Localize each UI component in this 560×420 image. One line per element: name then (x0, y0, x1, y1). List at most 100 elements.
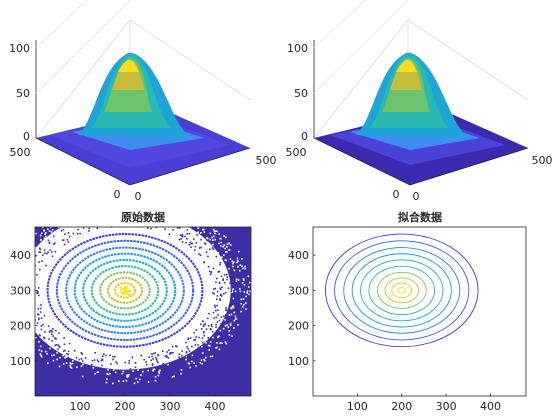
noise-pixel (92, 213, 94, 215)
noise-pixel (199, 254, 202, 256)
noise-pixel (240, 302, 242, 305)
noise-pixel (185, 351, 188, 354)
contour-level-ring (368, 265, 436, 316)
noise-pixel (203, 231, 206, 233)
noise-pixel (204, 243, 207, 245)
noise-pixel (202, 228, 204, 231)
noise-pixel (210, 324, 213, 326)
noise-pixel (124, 361, 127, 364)
noise-pixel (178, 207, 180, 209)
peak-pixel (126, 289, 128, 292)
noise-pixel (135, 377, 138, 380)
noise-pixel (97, 371, 100, 373)
noise-pixel (25, 302, 27, 304)
noise-pixel (221, 256, 223, 258)
noise-pixel (167, 363, 169, 366)
noise-pixel (206, 237, 208, 239)
noise-pixel (94, 372, 96, 375)
noise-pixel (215, 316, 218, 319)
noise-pixel (47, 325, 50, 327)
contour-raw-ticks (35, 254, 216, 396)
noise-pixel (23, 312, 25, 314)
contour-fit-y-tick-labels: 100 200 300 400 (288, 249, 309, 368)
noise-pixel (143, 358, 146, 361)
noise-pixel (54, 242, 56, 245)
noise-pixel (71, 362, 74, 365)
noise-pixel (38, 340, 40, 343)
noise-pixel (31, 341, 33, 343)
noise-pixel (46, 252, 48, 255)
contour-fit-ticks (313, 254, 491, 396)
noise-pixel (211, 331, 214, 333)
noise-pixel (58, 228, 60, 231)
noise-pixel (167, 207, 169, 209)
noise-pixel (202, 320, 204, 323)
noise-pixel (76, 232, 79, 235)
noise-pixel (46, 225, 48, 227)
noise-pixel (153, 352, 155, 355)
noise-pixel (35, 255, 37, 257)
noise-pixel (198, 336, 200, 339)
noise-pixel (86, 213, 88, 215)
noise-pixel (158, 372, 161, 374)
noise-pixel (80, 365, 83, 368)
noise-pixel (77, 215, 79, 217)
contour-raw-title: 原始数据 (121, 210, 165, 224)
noise-pixel (90, 222, 92, 224)
noise-pixel (52, 335, 54, 337)
noise-pixel (217, 336, 219, 338)
noise-pixel (24, 268, 26, 270)
noise-pixel (231, 290, 234, 293)
noise-pixel (140, 374, 142, 376)
noise-pixel (216, 321, 219, 323)
noise-pixel (44, 252, 46, 254)
peak-pixel (129, 290, 132, 293)
noise-pixel (156, 360, 158, 363)
noise-pixel (216, 290, 219, 293)
noise-pixel (73, 214, 75, 216)
noise-pixel (240, 298, 243, 301)
noise-pixel (67, 353, 70, 356)
noise-pixel (151, 364, 154, 366)
noise-pixel (69, 219, 71, 221)
noise-pixel (76, 212, 78, 214)
noise-pixel (139, 378, 141, 381)
noise-pixel (52, 243, 55, 245)
noise-pixel (233, 319, 236, 322)
noise-pixel (158, 204, 160, 206)
noise-pixel (228, 305, 231, 308)
noise-pixel (105, 209, 107, 211)
noise-pixel (48, 242, 51, 244)
noise-pixel (215, 323, 217, 326)
noise-pixel (220, 295, 223, 297)
contour-raw-rings (46, 233, 204, 348)
noise-pixel (220, 245, 222, 247)
noise-pixel (212, 225, 214, 227)
noise-pixel (100, 221, 102, 223)
noise-pixel (232, 306, 235, 309)
noise-pixel (88, 224, 90, 226)
noise-pixel (148, 203, 150, 205)
noise-pixel (69, 362, 72, 364)
peak-pixel (129, 289, 131, 292)
surface-raw-mesh (35, 52, 251, 186)
noise-pixel (105, 381, 108, 384)
noise-pixel (230, 307, 233, 310)
noise-pixel (234, 315, 237, 318)
noise-pixel (115, 211, 117, 213)
surface-fit-z-ticks: 100 50 0 (287, 42, 308, 143)
noise-pixel (58, 224, 60, 226)
noise-pixel (101, 206, 103, 208)
noise-pixel (109, 201, 111, 203)
noise-pixel (219, 293, 222, 296)
noise-pixel (158, 206, 160, 208)
noise-pixel (26, 343, 28, 345)
noise-pixel (234, 318, 237, 321)
noise-pixel (176, 225, 178, 227)
noise-pixel (151, 353, 153, 355)
noise-pixel (183, 218, 185, 220)
noise-pixel (217, 251, 220, 254)
noise-pixel (145, 364, 148, 366)
noise-pixel (6, 301, 8, 303)
noise-pixel (59, 219, 61, 221)
